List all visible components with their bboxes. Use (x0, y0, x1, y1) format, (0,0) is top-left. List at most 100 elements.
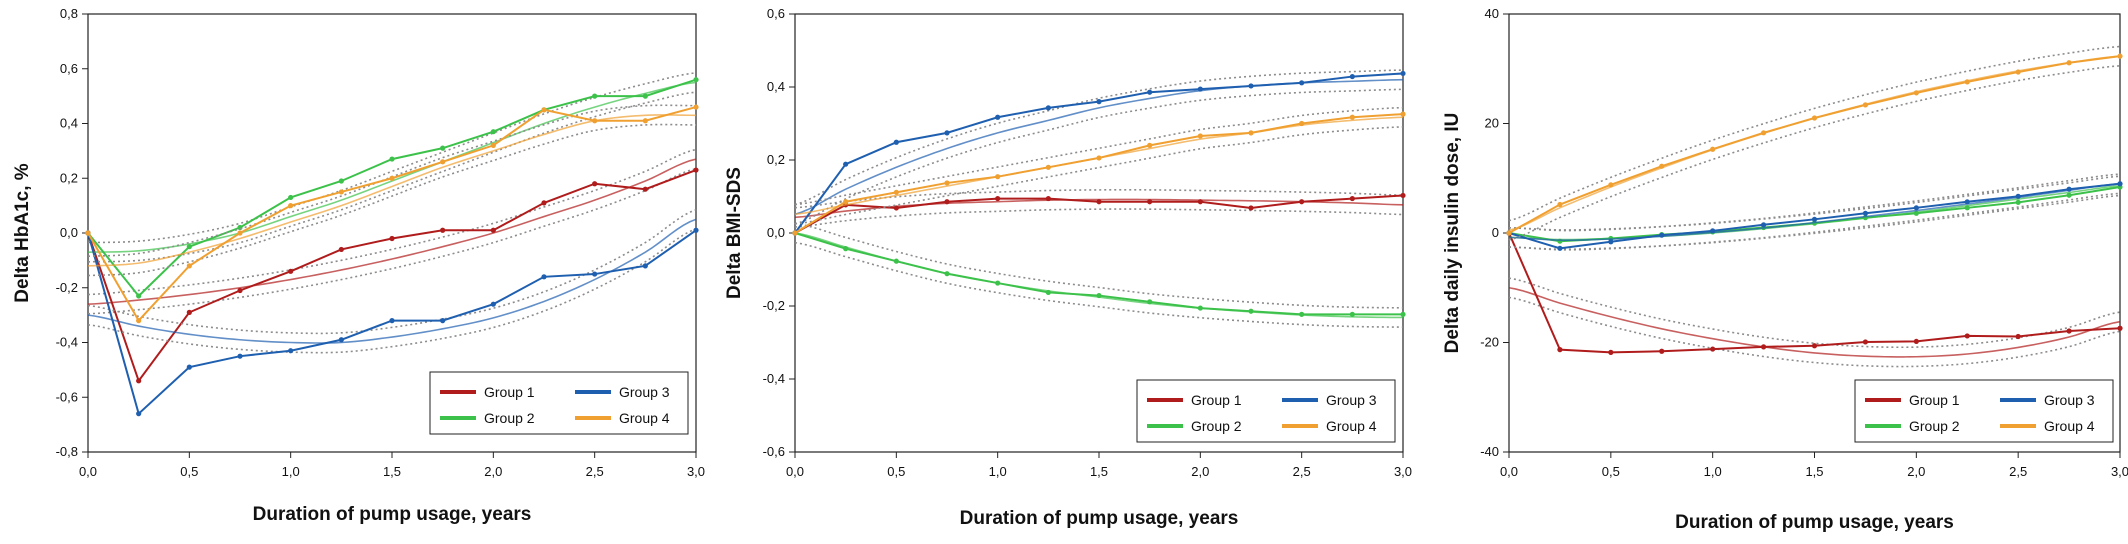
y-tick-label: -40 (1480, 444, 1499, 459)
x-tick-label: 0,0 (1500, 464, 1518, 479)
ci-upper (794, 69, 1404, 206)
legend-label: Group 4 (1326, 418, 1377, 434)
ci-lower (87, 167, 697, 315)
ci-lower (794, 88, 1404, 225)
series-group-1 (1506, 230, 2123, 368)
data-point (490, 129, 496, 135)
data-point (440, 318, 446, 324)
data-point (2015, 333, 2021, 340)
data-point (389, 318, 395, 324)
y-tick-label: 0,8 (60, 6, 78, 21)
data-point (843, 199, 849, 205)
data-point (1096, 155, 1102, 161)
x-tick-label: 1,0 (989, 464, 1007, 479)
data-point (2066, 60, 2072, 66)
y-tick-label: -0,6 (56, 389, 78, 404)
data-point (1506, 230, 1512, 236)
data-point (1248, 308, 1254, 314)
data-point (642, 186, 648, 192)
data-point (1710, 346, 1716, 352)
data-point (642, 93, 648, 99)
data-point (288, 268, 294, 274)
data-point (1964, 333, 1970, 339)
ci-upper (794, 189, 1404, 209)
data-point (944, 199, 950, 205)
data-point (2015, 193, 2021, 199)
data-point (592, 181, 598, 187)
x-tick-label: 0,0 (79, 464, 97, 479)
data-point (1147, 199, 1153, 205)
panel-hba1c: 0,0 0,5 1,0 1,5 2,0 2,5 3,0 0,8 0,6 0,4 0,2 0,0 -0,2… (12, 6, 705, 525)
data-point (541, 274, 547, 280)
y-tick-label: 0 (1492, 225, 1499, 240)
data-point (237, 224, 243, 231)
data-point (1299, 311, 1305, 317)
data-point (237, 353, 243, 359)
data-point (2066, 328, 2072, 334)
x-tick-label: 1,0 (282, 464, 300, 479)
y-tick-label: -0,4 (763, 371, 785, 386)
data-point (1147, 142, 1153, 148)
data-point (1147, 89, 1153, 95)
ci-upper (1508, 277, 2121, 349)
data-point (1045, 289, 1051, 296)
data-point (1811, 115, 1818, 121)
data-point (338, 178, 344, 184)
y-tick-label: -0,2 (763, 298, 785, 313)
data-point (1659, 348, 1665, 354)
data-point (490, 301, 496, 307)
data-point (1197, 86, 1203, 92)
x-tick-label: 2,5 (2009, 464, 2027, 479)
data-point (995, 280, 1001, 286)
ci-lower (794, 241, 1404, 328)
legend-box (1854, 379, 2114, 443)
data-point (389, 156, 395, 162)
data-point (1400, 192, 1406, 199)
y-tick-label: 0,2 (767, 152, 785, 167)
data-point (995, 114, 1001, 120)
data-point (2015, 69, 2021, 75)
data-point (1349, 311, 1355, 317)
data-point (1608, 182, 1614, 188)
data-point (944, 180, 950, 186)
data-point (1197, 133, 1203, 139)
ci-lower (1508, 192, 2121, 251)
data-point (893, 205, 899, 211)
y-tick-label: 0,6 (767, 6, 785, 21)
legend-box (429, 371, 689, 435)
data-point (440, 227, 446, 233)
data-point (1811, 343, 1818, 349)
data-point (136, 293, 142, 299)
data-point (995, 195, 1001, 202)
data-point (1045, 164, 1051, 170)
data-point (186, 364, 192, 370)
y-tick-label: -0,2 (56, 280, 78, 295)
legend: Group 1 Group 3 Group 2 Group 4 (429, 371, 689, 435)
data-point (237, 287, 243, 294)
ci-lower (87, 91, 697, 263)
data-point (642, 263, 648, 269)
data-point (592, 93, 598, 99)
data-point (792, 230, 798, 236)
data-point (85, 230, 91, 236)
fit-curve (87, 218, 697, 344)
x-axis-title: Duration of pump usage, years (1675, 512, 1954, 533)
data-point (490, 142, 496, 148)
x-tick-label: 1,0 (1704, 464, 1722, 479)
data-point (1299, 199, 1305, 205)
data-point (893, 189, 899, 195)
data-point (186, 244, 192, 250)
data-point (1710, 228, 1716, 234)
data-point (1096, 99, 1102, 105)
data-point (693, 167, 699, 173)
y-tick-label: -0,6 (763, 444, 785, 459)
data-point (592, 118, 598, 124)
data-point (1400, 311, 1406, 317)
y-tick-label: -0,8 (56, 444, 78, 459)
data-point (389, 175, 395, 181)
x-tick-label: 1,5 (383, 464, 401, 479)
legend-label: Group 3 (619, 384, 670, 400)
data-point (1557, 201, 1563, 208)
data-point (1913, 90, 1919, 96)
data-point (1811, 216, 1818, 222)
